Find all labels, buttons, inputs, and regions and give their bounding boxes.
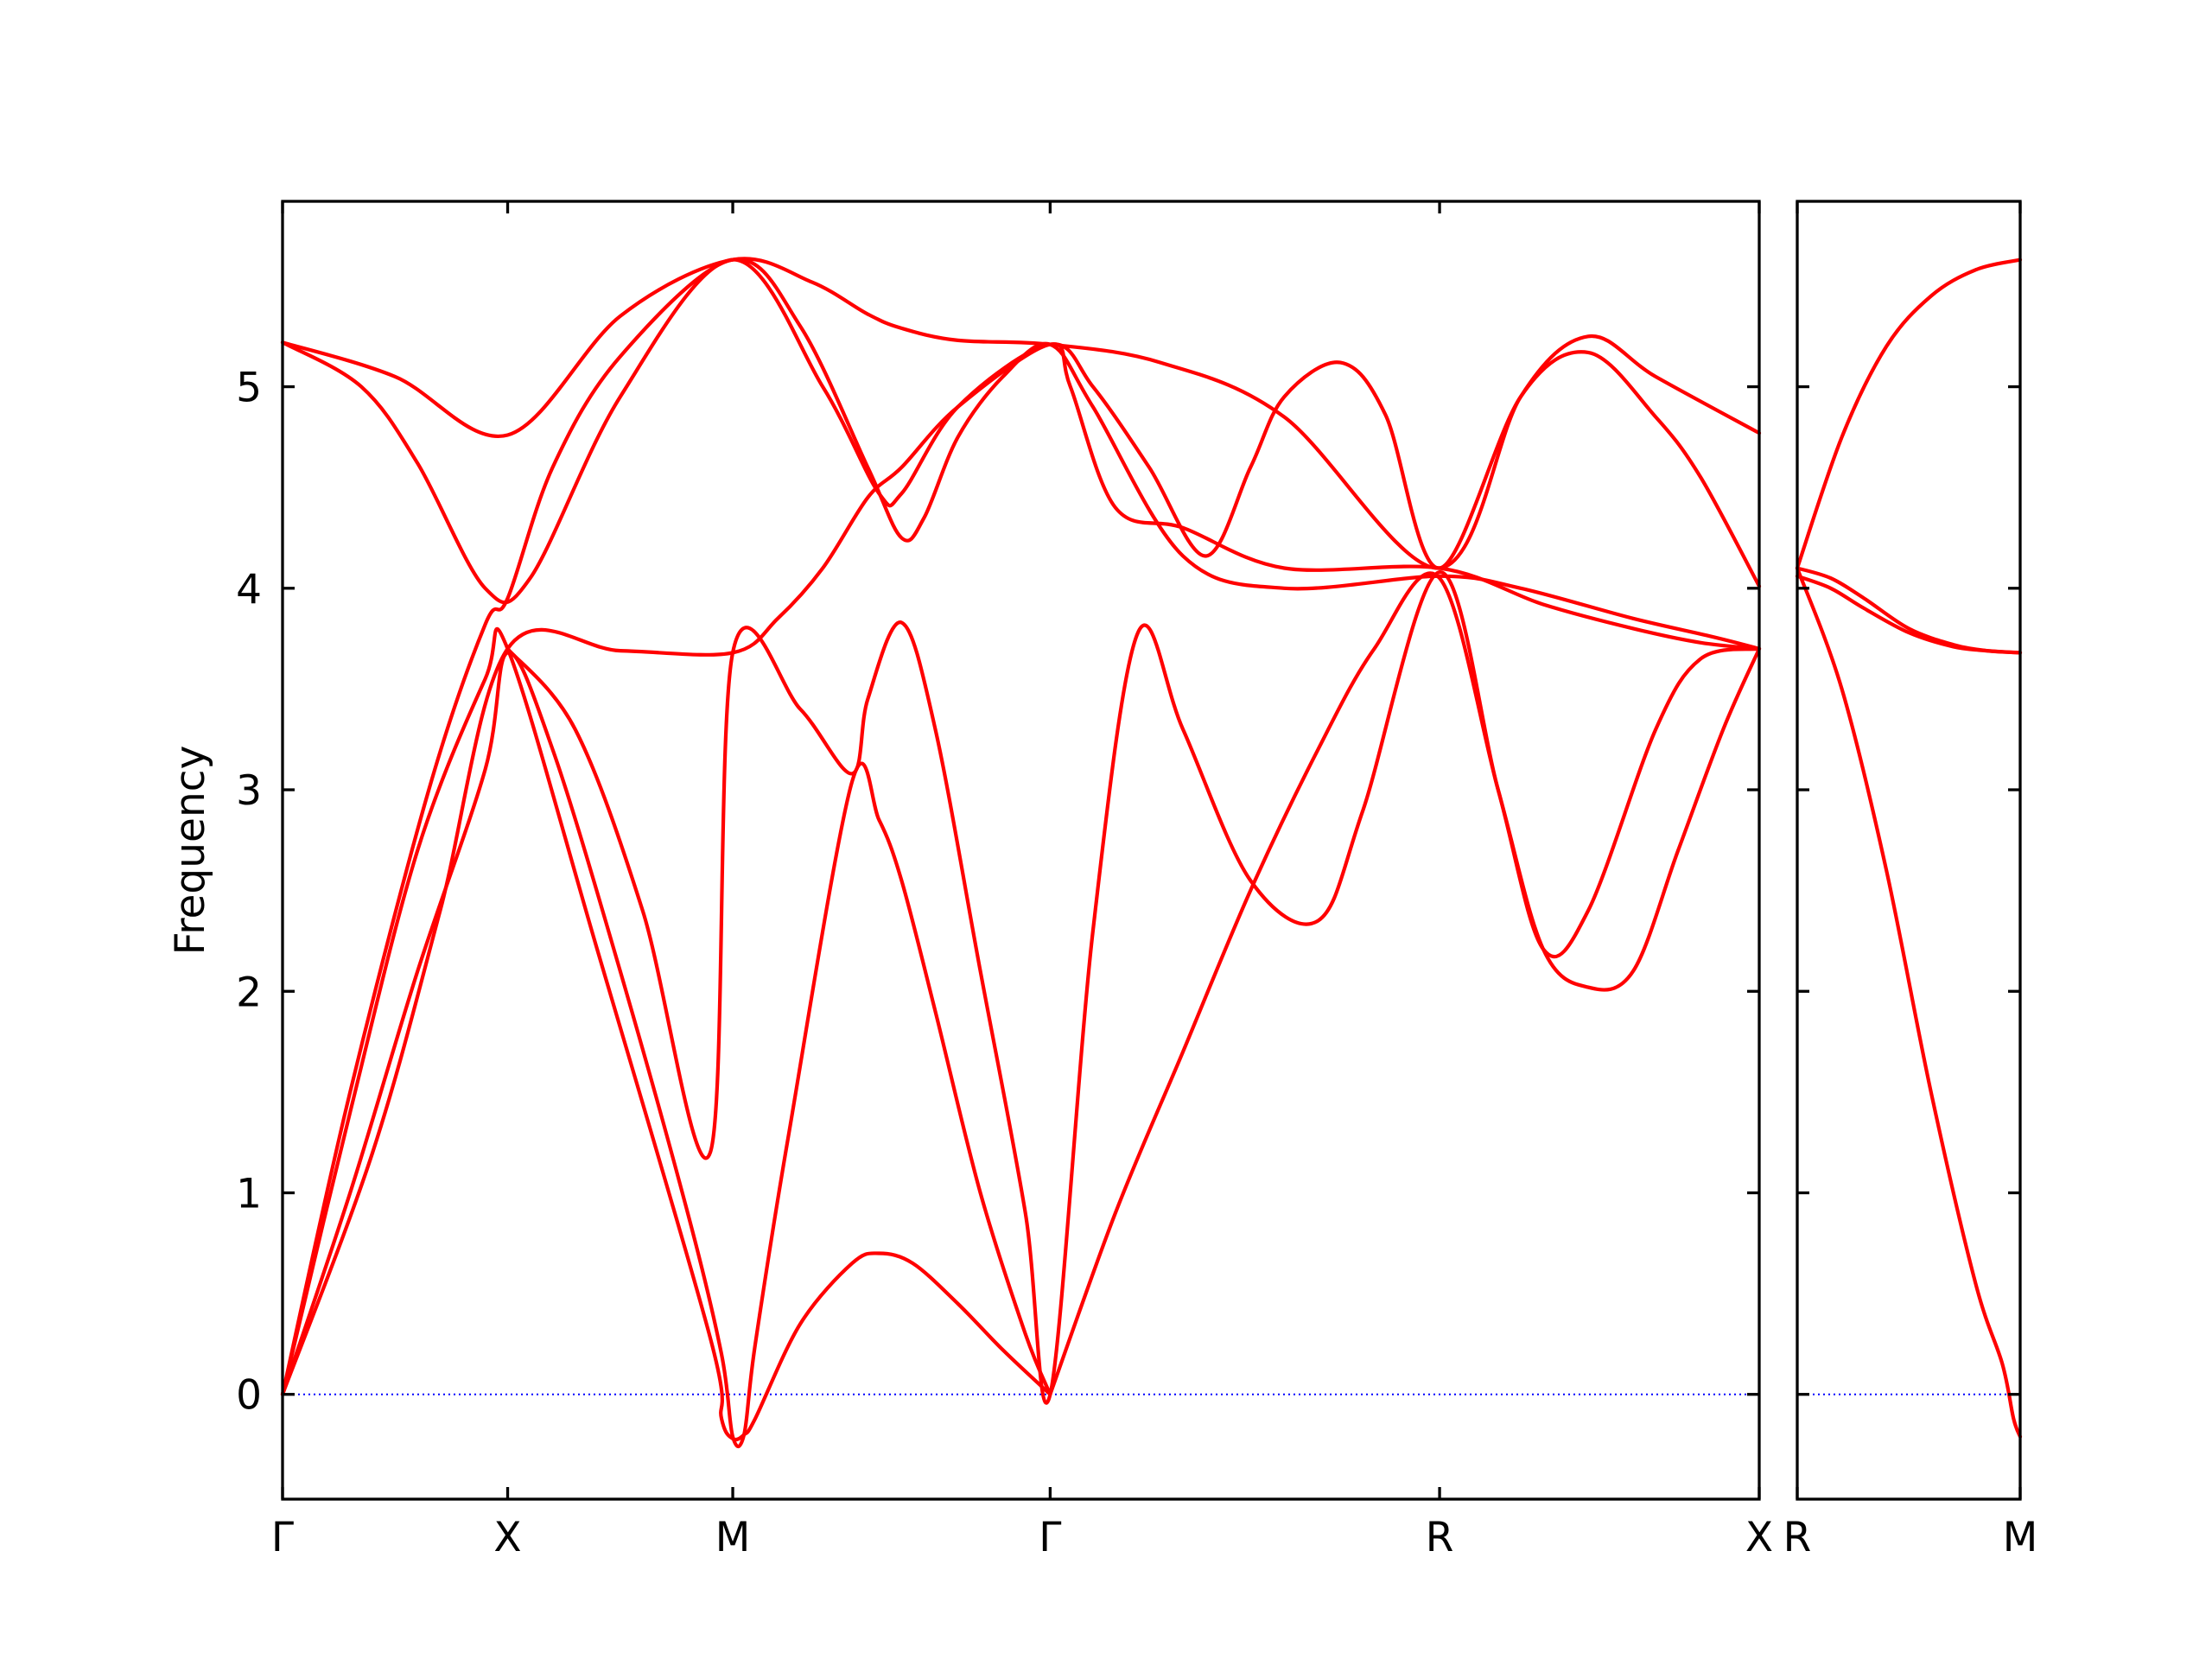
main-panel-bands [280,257,1762,1449]
main-panel-ticks [281,201,1761,1499]
main-panel-band-4 [280,342,1762,1396]
main-panel-band-6 [280,651,1052,1449]
side-panel-xtick-label: M [2003,1514,2038,1561]
side-panel-ticks [1796,201,2022,1499]
y-tick-label: 4 [236,566,262,613]
y-tick-label: 1 [236,1170,262,1217]
main-panel-band-2 [280,257,1762,605]
main-panel-xtick-label: X [493,1514,521,1561]
side-panel-band-1 [1795,257,2023,570]
side-panel-band-2 [1795,566,2023,655]
main-panel-frame [281,200,1761,1501]
main-panel-xtick-label: R [1426,1514,1454,1561]
y-tick-label: 0 [236,1372,262,1420]
y-axis-label: Frequency [167,746,214,956]
main-panel-xtick-label: Γ [1039,1514,1061,1561]
side-panel-frame [1796,200,2022,1501]
side-panel-band-4 [1795,566,2023,1439]
side-panel-bands [1795,257,2023,1439]
y-tick-labels: 0 1 2 3 4 5 [236,365,262,1420]
y-tick-label: 3 [236,767,262,815]
main-panel: Γ X M Γ R X 0 1 2 3 4 5 [236,200,1773,1561]
main-panel-band-1 [280,257,1762,570]
y-tick-label: 5 [236,365,262,412]
main-panel-xtick-label: Γ [271,1514,294,1561]
main-panel-band-5 [280,626,1052,1442]
main-panel-xtick-label: X [1745,1514,1773,1561]
y-tick-label: 2 [236,969,262,1016]
main-panel-band-3 [280,257,1762,1396]
main-panel-band-8 [1048,571,1762,1396]
side-panel-xtick-label: R [1783,1514,1812,1561]
side-panel-band-3 [1795,574,2023,655]
main-panel-xtick-label: M [715,1514,751,1561]
